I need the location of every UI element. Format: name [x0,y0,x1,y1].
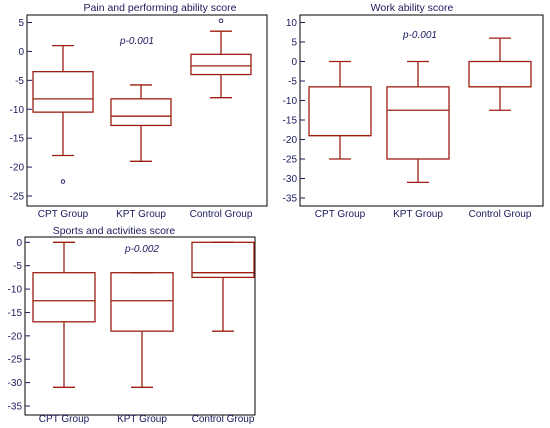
y-tick-label: -35 [8,402,23,413]
box-kpt-group [110,272,174,388]
plot-frame [26,14,268,207]
chart-title: Sports and activities score [53,225,176,237]
p-value-annotation: p-0.001 [402,30,437,41]
box-kpt-group [110,84,172,162]
y-tick-label: 0 [291,57,297,68]
y-tick-label: -20 [283,135,298,146]
x-category-label: Control Group [190,209,253,220]
y-tick-label: -35 [283,194,298,205]
x-category-label: CPT Group [315,209,366,220]
chart-title: Pain and performing ability score [84,2,237,14]
outlier-point [218,18,224,24]
x-category-label: CPT Group [38,209,89,220]
plot-frame [299,14,544,207]
interquartile-box [191,241,255,279]
chart-panel-3: Sports and activities score 0 -5 -10 -15 -20 -… [8,225,256,425]
interquartile-box [190,53,252,76]
box-control-group [190,18,252,99]
y-tick-label: -15 [283,116,298,127]
interquartile-box [110,98,172,127]
y-tick-label: 0 [16,238,22,249]
p-value-annotation: p-0.002 [124,244,159,255]
chart-title: Work ability score [371,2,454,14]
interquartile-box [32,272,96,323]
chart-panel-1: Pain and performing ability score 5 0 -5 -10… [10,2,268,220]
interquartile-box [386,86,450,160]
box-control-group [468,37,532,111]
outlier-point [60,179,66,184]
box-cpt-group [32,44,94,184]
y-tick-label: -25 [283,155,298,166]
plot-frame [24,236,256,416]
y-tick-label: -20 [8,331,23,342]
interquartile-box [110,272,174,332]
box-kpt-group [386,60,450,184]
x-category-label: KPT Group [393,209,443,220]
y-tick-label: 5 [291,38,297,49]
x-category-label: Control Group [192,414,255,425]
y-tick-label: 0 [18,47,24,58]
y-tick-label: -30 [8,378,23,389]
y-tick-label: -10 [10,105,25,116]
x-category-label: KPT Group [116,209,166,220]
interquartile-box [468,60,532,88]
y-tick-label: -30 [283,174,298,185]
box-control-group [191,241,255,332]
y-tick-label: -25 [8,355,23,366]
interquartile-box [308,86,372,137]
x-category-label: CPT Group [39,414,90,425]
y-tick-label: -25 [10,192,25,203]
y-tick-label: -10 [8,285,23,296]
box-cpt-group [32,241,96,388]
y-tick-label: -15 [8,308,23,319]
box-cpt-group [308,60,372,160]
y-tick-label: 10 [286,18,298,29]
chart-panel-2: Work ability score 10 5 0 -5 -10 -15 -20 -25 -30 -… [283,2,544,220]
y-tick-label: -15 [10,134,25,145]
y-tick-label: -5 [13,261,22,272]
y-tick-label: -10 [283,96,298,107]
interquartile-box [32,71,94,113]
x-category-label: Control Group [469,209,532,220]
y-tick-label: -5 [15,76,24,87]
p-value-annotation: p-0.001 [119,36,154,47]
x-category-label: KPT Group [117,414,167,425]
y-tick-label: -20 [10,163,25,174]
y-tick-label: 5 [18,18,24,29]
y-tick-label: -5 [288,77,297,88]
